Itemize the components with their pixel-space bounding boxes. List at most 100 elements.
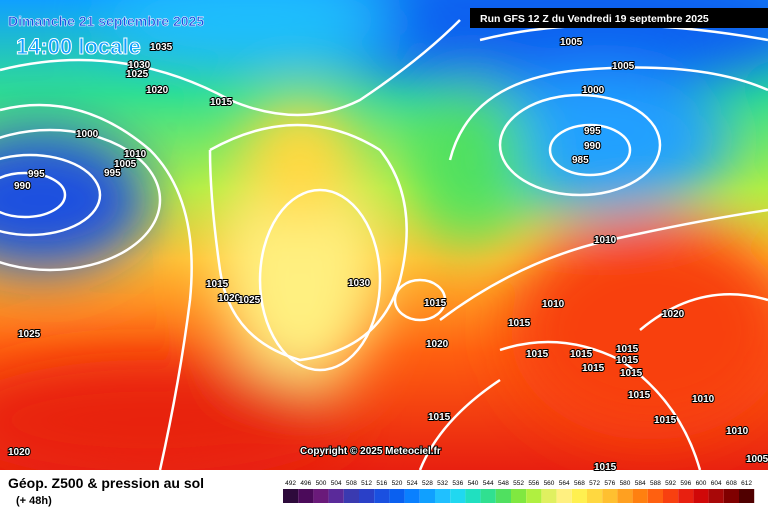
footer-lead: (+ 48h) — [16, 495, 52, 507]
isobar-label: 1010 — [692, 394, 715, 405]
scale-label: 536 — [452, 480, 463, 487]
isobar-label: 1020 — [662, 309, 685, 320]
scale-swatch — [556, 489, 572, 503]
isobar-label: 1025 — [238, 295, 261, 306]
date: Dimanche 21 septembre 2025 — [8, 13, 204, 29]
isobar-label: 1020 — [8, 447, 31, 458]
scale-label: 612 — [741, 480, 752, 487]
scale-swatch — [723, 489, 739, 503]
scale-swatch — [313, 489, 329, 503]
run-info: Run GFS 12 Z du Vendredi 19 septembre 20… — [480, 13, 709, 25]
isobar-label: 1000 — [76, 129, 99, 140]
isobar-label: 1015 — [620, 368, 643, 379]
isobar-label: 1005 — [560, 37, 583, 48]
isobar-label: 985 — [572, 155, 589, 166]
isobar-label: 1015 — [428, 412, 451, 423]
isobar-label: 1005 — [612, 61, 635, 72]
isobar-label: 1015 — [206, 279, 229, 290]
scale-label: 544 — [483, 480, 494, 487]
isobar-label: 1010 — [726, 426, 749, 437]
isobar-label: 1015 — [210, 97, 233, 108]
scale-swatch — [283, 489, 299, 503]
scale-label: 528 — [422, 480, 433, 487]
isobar-label: 995 — [28, 169, 45, 180]
scale-swatch — [678, 489, 694, 503]
scale-swatch — [708, 489, 724, 503]
scale-label: 588 — [650, 480, 661, 487]
scale-swatch — [465, 489, 481, 503]
isobar-label: 1015 — [424, 298, 447, 309]
isobar-label: 1035 — [150, 42, 173, 53]
scale-swatch — [587, 489, 603, 503]
scale-swatch — [435, 489, 451, 503]
scale-swatch — [374, 489, 390, 503]
scale-label: 564 — [559, 480, 570, 487]
scale-label: 492 — [285, 480, 296, 487]
isobar-label: 1015 — [654, 415, 677, 426]
copyright: Copyright © 2025 Meteociel.fr — [300, 446, 441, 457]
isobar-label: 1015 — [628, 390, 651, 401]
scale-label: 568 — [574, 480, 585, 487]
isobar-label: 1015 — [616, 344, 639, 355]
scale-label: 520 — [392, 480, 403, 487]
scale-label: 508 — [346, 480, 357, 487]
scale-label: 556 — [528, 480, 539, 487]
scale-label: 596 — [680, 480, 691, 487]
scale-label: 512 — [361, 480, 372, 487]
isobar-label: 990 — [14, 181, 31, 192]
isobar-label: 1015 — [526, 349, 549, 360]
isobar-label: 1025 — [126, 69, 149, 80]
isobar-label: 1015 — [570, 349, 593, 360]
isobar-label: 1010 — [542, 299, 565, 310]
footer-title: Géop. Z500 & pression au sol — [8, 475, 204, 491]
isobar-label: 1010 — [594, 235, 617, 246]
scale-swatch — [359, 489, 375, 503]
isobar-label: 1020 — [426, 339, 449, 350]
scale-label: 552 — [513, 480, 524, 487]
scale-swatch — [526, 489, 542, 503]
scale-label: 496 — [300, 480, 311, 487]
isobar-label: 1000 — [582, 85, 605, 96]
scale-label: 592 — [665, 480, 676, 487]
scale-swatch — [571, 489, 587, 503]
scale-label: 560 — [544, 480, 555, 487]
scale-swatch — [389, 489, 405, 503]
scale-swatch — [602, 489, 618, 503]
scale-label: 516 — [376, 480, 387, 487]
isobar-label: 1015 — [582, 363, 605, 374]
scale-swatch — [419, 489, 435, 503]
scale-label: 540 — [468, 480, 479, 487]
scale-label: 504 — [331, 480, 342, 487]
isobar-label: 1015 — [508, 318, 531, 329]
isobar-label: 1015 — [594, 462, 617, 473]
scale-label: 608 — [726, 480, 737, 487]
isobar-label: 1020 — [218, 293, 241, 304]
isobar-label: 990 — [584, 141, 601, 152]
isobar-label: 995 — [584, 126, 601, 137]
isobar-label: 1020 — [146, 85, 169, 96]
scale-swatch — [617, 489, 633, 503]
scale-label: 532 — [437, 480, 448, 487]
isobar-label: 1015 — [616, 355, 639, 366]
isobar-label: 1025 — [18, 329, 41, 340]
scale-label: 600 — [696, 480, 707, 487]
scale-label: 572 — [589, 480, 600, 487]
field — [0, 0, 768, 470]
isobar-label: 1030 — [128, 60, 151, 71]
isobar-label: 1005 — [746, 454, 768, 465]
scale-swatch — [495, 489, 511, 503]
isobar-label: 1010 — [124, 149, 147, 160]
scale-swatch — [693, 489, 709, 503]
scale-label: 580 — [620, 480, 631, 487]
isobar-label: 1030 — [348, 278, 371, 289]
scale-label: 604 — [711, 480, 722, 487]
time: 14:00 locale — [16, 34, 141, 59]
scale-label: 500 — [316, 480, 327, 487]
scale-swatch — [632, 489, 648, 503]
isobar-label: 1005 — [114, 159, 137, 170]
scale-label: 548 — [498, 480, 509, 487]
scale-swatch — [511, 489, 527, 503]
scale-swatch — [343, 489, 359, 503]
